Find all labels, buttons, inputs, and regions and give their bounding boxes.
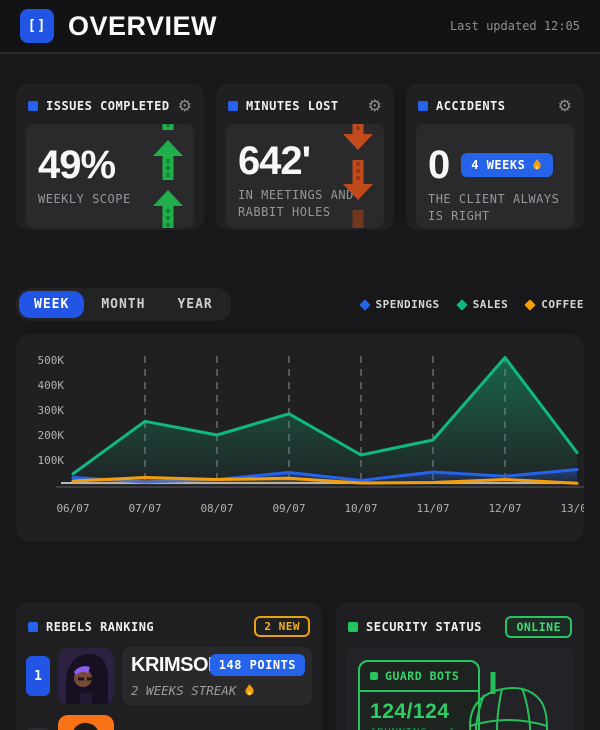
svg-text:100K: 100K: [38, 454, 65, 467]
stat-card-title: ISSUES COMPLETED: [46, 99, 170, 113]
flame-icon: [533, 158, 542, 170]
bottom-row: REBELS RANKING 2 NEW 1 KRIMSON @KRIMSON …: [16, 602, 584, 730]
svg-text:13/07: 13/07: [560, 502, 584, 515]
points-badge: 148 POINTS: [209, 654, 306, 676]
gear-icon[interactable]: ⚙: [177, 96, 192, 115]
svg-text:09/07: 09/07: [272, 502, 305, 515]
card-bullet-icon: [348, 622, 359, 632]
guard-bots-count: 124/124: [370, 700, 450, 723]
chart-legend: SPENDINGS SALES COFFEE: [358, 298, 584, 311]
stat-value: 0: [427, 143, 450, 187]
gear-icon[interactable]: ⚙: [557, 96, 572, 115]
streak-label: 2 WEEKS STREAK: [131, 683, 303, 698]
trend-up-arrows-icon: [150, 124, 186, 228]
stat-value: 49%: [38, 143, 116, 187]
stat-subtitle: IN MEETINGS AND RABBIT HOLES: [237, 188, 354, 220]
logo-glyph: []: [27, 18, 47, 34]
guard-bot-wireframe-icon: [468, 672, 549, 730]
list-item-krimson[interactable]: 1 KRIMSON @KRIMSON 2 WEEKS STREAK 148 PO…: [26, 647, 313, 705]
card-bullet-icon: [28, 621, 38, 632]
avatar: [58, 648, 114, 704]
svg-text:10/07: 10/07: [344, 502, 377, 515]
svg-text:200K: 200K: [38, 429, 65, 442]
stats-row: ISSUES COMPLETED ⚙ 49% WEEKLY SCOPE MINU…: [16, 84, 584, 230]
new-count-badge: 2 NEW: [254, 616, 311, 637]
security-panel: GUARD BOTS 124/124 [RUNNING...]: [346, 648, 574, 730]
gear-icon[interactable]: ⚙: [367, 96, 382, 115]
legend-item-spendings[interactable]: SPENDINGS: [358, 298, 440, 311]
svg-text:500K: 500K: [38, 354, 65, 367]
page-title: OVERVIEW: [68, 10, 218, 41]
rank-badge: 1: [26, 656, 50, 696]
online-status-badge: ONLINE: [505, 616, 572, 638]
card-bullet-icon: [417, 101, 428, 111]
avatar: [58, 715, 114, 730]
guard-bots-box: GUARD BOTS 124/124 [RUNNING...]: [358, 660, 481, 730]
stat-value: 642': [237, 139, 311, 183]
stat-card-accidents: ACCIDENTS ⚙ 0 4 WEEKS THE CLIENT ALWAYS …: [405, 84, 584, 230]
rebels-ranking-card: REBELS RANKING 2 NEW 1 KRIMSON @KRIMSON …: [16, 602, 323, 730]
svg-text:12/07: 12/07: [488, 502, 521, 515]
period-tabs: WEEK MONTH YEAR: [16, 288, 231, 321]
rebels-ranking-title: REBELS RANKING: [46, 619, 155, 634]
guard-bots-bullet-icon: [370, 672, 379, 680]
stat-card-title: MINUTES LOST: [245, 99, 339, 113]
user-name: KRIMSON: [131, 654, 222, 676]
stat-subtitle: WEEKLY SCOPE: [38, 192, 131, 206]
stat-card-title: ACCIDENTS: [435, 99, 506, 113]
tab-year[interactable]: YEAR: [177, 297, 213, 312]
guard-bots-state: [RUNNING...]: [360, 724, 478, 730]
svg-text:06/07: 06/07: [56, 502, 89, 515]
guard-bots-title: GUARD BOTS: [385, 669, 460, 683]
weekly-chart-card: 100K 200K 300K 400K 500K 06/07 07/07 08/07 09/07…: [16, 334, 584, 542]
tab-week[interactable]: WEEK: [19, 291, 85, 318]
flame-icon: [245, 683, 254, 696]
trend-down-arrows-icon: [340, 124, 376, 228]
header: [] OVERVIEW Last updated 12:05: [0, 0, 600, 54]
svg-text:300K: 300K: [38, 404, 65, 417]
last-updated-label: Last updated 12:05: [449, 19, 580, 33]
card-bullet-icon: [227, 101, 238, 111]
security-status-card: SECURITY STATUS ONLINE GUARD BOTS 124/12…: [336, 602, 584, 730]
list-item-mati[interactable]: 2 MATI @MATI 129 POINTS: [26, 715, 312, 730]
stat-card-issues-completed: ISSUES COMPLETED ⚙ 49% WEEKLY SCOPE: [16, 84, 204, 230]
security-status-title: SECURITY STATUS: [366, 620, 482, 634]
chart-controls: WEEK MONTH YEAR SPENDINGS SALES COFFEE: [16, 288, 584, 321]
tab-month[interactable]: MONTH: [101, 297, 146, 312]
svg-text:11/07: 11/07: [416, 502, 449, 515]
legend-item-sales[interactable]: SALES: [455, 298, 509, 311]
card-bullet-icon: [28, 101, 38, 111]
legend-item-coffee[interactable]: COFFEE: [524, 298, 584, 311]
stat-subtitle: THE CLIENT ALWAYS IS RIGHT: [427, 192, 560, 224]
diamond-marker-icon: [524, 298, 536, 311]
svg-text:08/07: 08/07: [200, 502, 233, 515]
svg-text:400K: 400K: [38, 379, 65, 392]
svg-text:07/07: 07/07: [128, 502, 161, 515]
area-chart: 100K 200K 300K 400K 500K 06/07 07/07 08/07 09/07…: [38, 354, 584, 515]
weeks-streak-badge: 4 WEEKS: [461, 153, 554, 177]
rank-badge: 2: [26, 728, 50, 730]
diamond-marker-icon: [358, 298, 371, 311]
diamond-marker-icon: [455, 298, 468, 311]
stat-card-minutes-lost: MINUTES LOST ⚙ 642' IN MEETINGS AND RABB…: [215, 84, 394, 230]
app-logo[interactable]: []: [20, 9, 54, 43]
